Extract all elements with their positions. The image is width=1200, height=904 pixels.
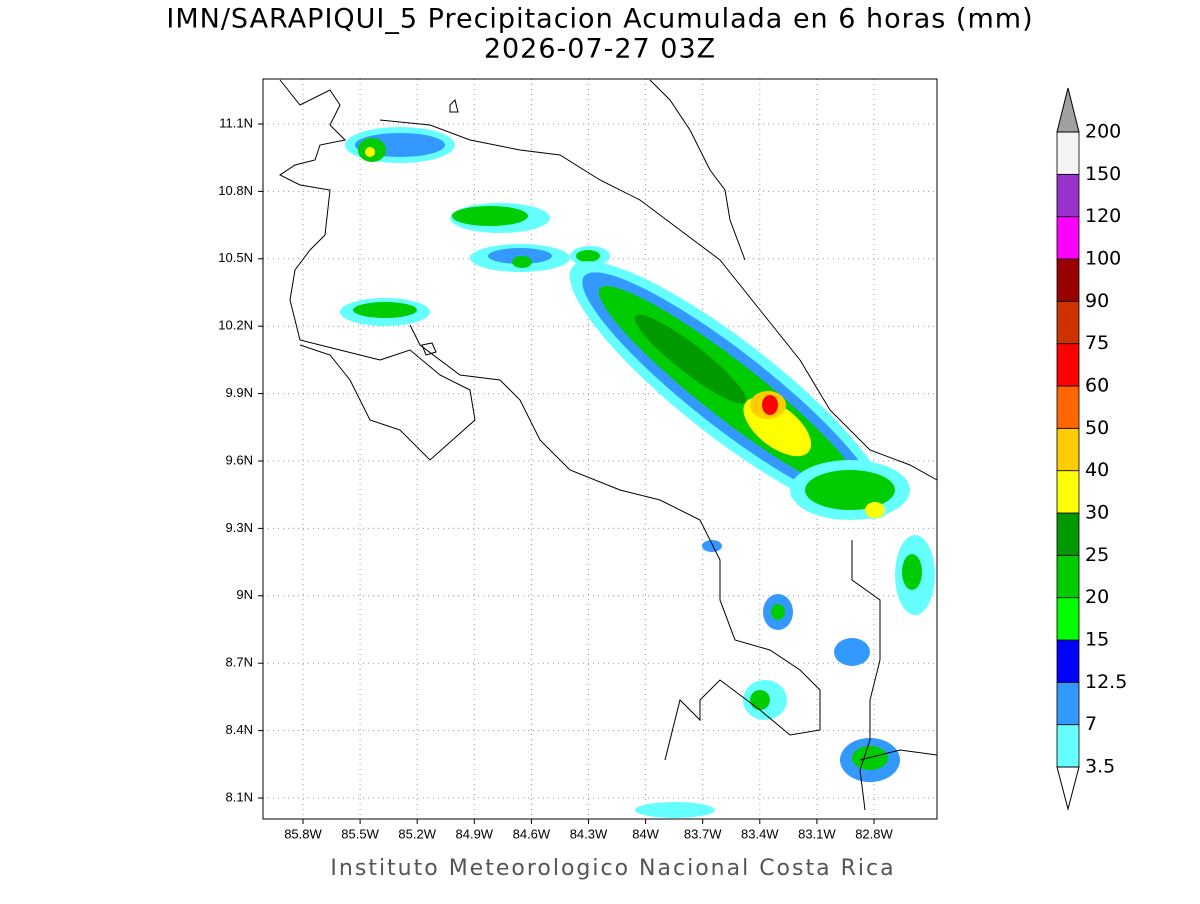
colorbar-box [1056,385,1080,429]
lat-label: 8.7N [226,655,253,670]
colorbar-under [1056,766,1080,811]
lat-label: 10.2N [218,318,253,333]
lat-label: 8.1N [226,789,253,804]
lon-label: 83.4W [741,826,779,841]
title: IMN/SARAPIQUI_5 Precipitacion Acumulada … [166,4,1033,35]
colorbar-label: 200 [1085,121,1121,143]
lat-label: 9.3N [226,520,253,535]
colorbar-box [1056,681,1080,726]
colorbar-label: 40 [1085,459,1109,481]
colorbar-box [1056,724,1080,768]
colorbar-box [1056,216,1080,260]
colorbar-box [1056,427,1080,472]
colorbar-box [1056,131,1080,175]
colorbar-label: 30 [1085,502,1109,524]
colorbar-over [1056,87,1080,133]
lon-label: 84.9W [456,826,494,841]
colorbar-label: 75 [1085,332,1109,354]
colorbar-box [1056,258,1080,302]
colorbar-box [1056,554,1080,599]
lat-label: 9.9N [226,385,253,400]
lon-label: 83.7W [684,826,722,841]
lon-label: 84.3W [570,826,608,841]
colorbar-label: 25 [1085,544,1109,566]
map-frame [262,78,938,820]
colorbar-label: 60 [1085,375,1109,397]
grid: 11.1N 10.8N 10.5N 10.2N 9.9N 9.6N 9.3N 9N 8.7N 8.… [218,79,937,841]
colorbar-box [1056,343,1080,387]
colorbar-label: 20 [1085,586,1109,608]
lat-label: 8.4N [226,722,253,737]
colorbar-label: 50 [1085,417,1109,439]
colorbar-label: 100 [1085,248,1121,270]
colorbar-label: 3.5 [1085,756,1115,778]
colorbar-box [1056,639,1080,683]
subtitle: 2026-07-27 03Z [484,34,716,65]
lon-label: 85.5W [341,826,379,841]
footer: Instituto Meteorologico Nacional Costa R… [330,856,895,881]
colorbar-label: 12.5 [1085,671,1127,693]
lon-label: 82.8W [855,826,893,841]
lon-label: 84W [632,826,659,841]
lon-label: 83.1W [798,826,836,841]
lat-label: 9.6N [226,452,253,467]
colorbar-label: 120 [1085,205,1121,227]
colorbar: 3.5 7 12.5 15 20 25 30 40 50 60 75 90 100 120 150 200 [1056,87,1127,811]
colorbar-box [1056,512,1080,556]
lat-label: 9N [236,587,253,602]
lon-label: 84.6W [513,826,551,841]
colorbar-box [1056,470,1080,514]
lon-label: 85.8W [284,826,322,841]
lon-label: 85.2W [398,826,436,841]
colorbar-label: 15 [1085,629,1109,651]
colorbar-box [1056,173,1080,218]
colorbar-box [1056,597,1080,641]
precipitation [340,127,935,818]
colorbar-label: 7 [1085,713,1097,735]
coastline [279,79,938,811]
lat-label: 10.8N [218,183,253,198]
lat-label: 10.5N [218,250,253,265]
colorbar-label: 150 [1085,163,1121,185]
lat-label: 11.1N [219,115,253,130]
colorbar-box [1056,300,1080,345]
colorbar-label: 90 [1085,290,1109,312]
